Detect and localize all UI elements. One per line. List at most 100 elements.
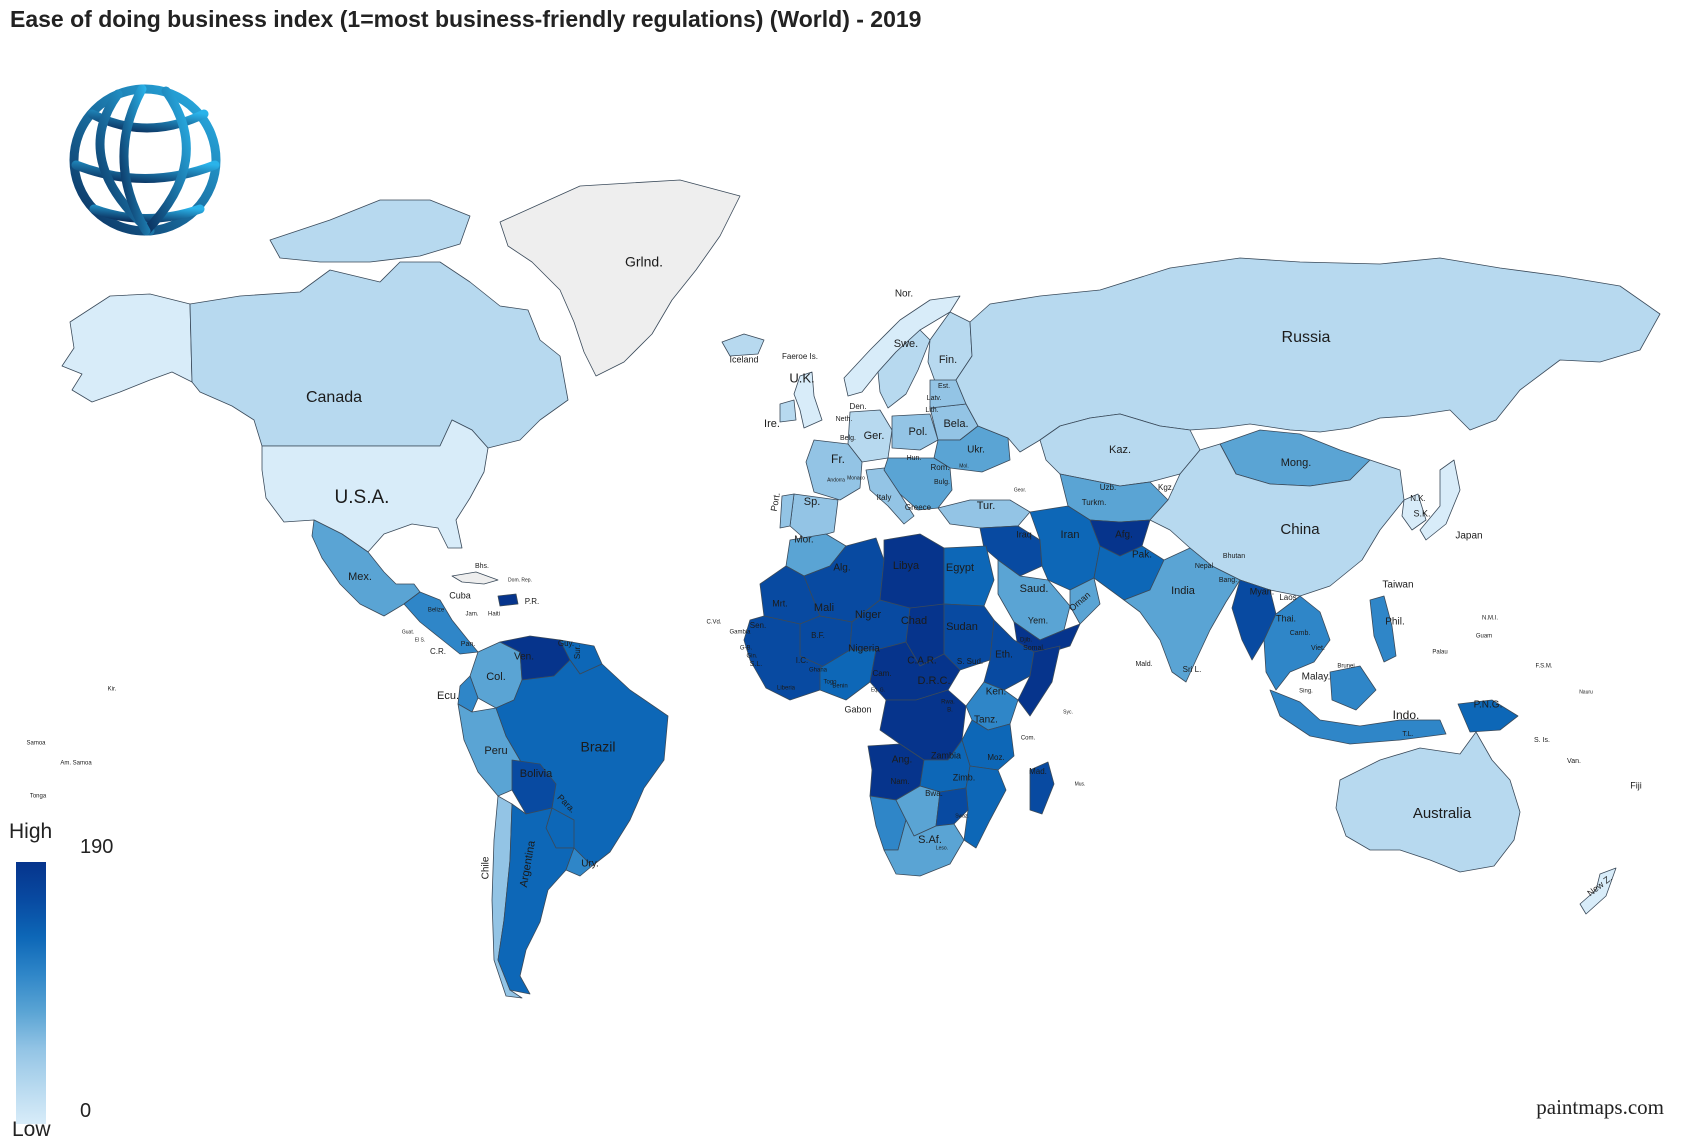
label-estonia: Est.	[938, 383, 950, 390]
label-indochina: Thai.	[1276, 613, 1296, 623]
label-venezuela: Ven.	[514, 652, 534, 663]
country-iceland	[721, 333, 765, 357]
label-cambodia: Camb.	[1290, 630, 1311, 637]
label-bahamas: Bhs.	[475, 563, 489, 570]
country-australia	[1335, 731, 1521, 873]
label-swaziland: Swaz.	[955, 813, 969, 819]
countries-layer	[61, 179, 1661, 999]
country-cuba	[451, 571, 499, 585]
label-egypt: Egypt	[946, 562, 974, 574]
country-myanmar	[1231, 579, 1277, 661]
label-balkans: Rom.	[930, 463, 949, 472]
label-botswana: Bwa.	[925, 789, 943, 798]
label-comoros: Com.	[1021, 736, 1036, 742]
label-ukraine: Ukr.	[967, 445, 985, 456]
label-djibouti: Djib.	[1020, 638, 1032, 644]
label-samoa: Samoa	[26, 741, 46, 747]
label-latvia: Latv.	[927, 395, 942, 402]
label-bangladesh: Bang.	[1219, 577, 1237, 584]
label-mongolia: Mong.	[1281, 457, 1312, 469]
label-cameroon: Cam.	[872, 669, 891, 678]
label-malaysia: Malay.	[1302, 672, 1331, 683]
country-japan	[1419, 459, 1461, 541]
label-timor-leste: T.L.	[1402, 731, 1413, 738]
label-lithuania: Lith.	[925, 407, 938, 414]
label-mexico: Mex.	[348, 571, 372, 583]
label-taiwan: Taiwan	[1382, 580, 1413, 591]
label-yemen: Yem.	[1028, 615, 1048, 625]
label-chile: Chile	[481, 856, 492, 879]
label-iraq: Iraq	[1016, 529, 1032, 539]
label-ghana: Ghana	[809, 668, 828, 674]
country-borneo	[1329, 665, 1377, 711]
label-guyana: Guy.	[558, 639, 574, 648]
legend-high-label: High	[9, 820, 53, 843]
label-australia: Australia	[1413, 805, 1472, 822]
country-greenland	[499, 179, 741, 377]
label-el-salvador: El S.	[415, 637, 426, 643]
country-philippines	[1369, 595, 1397, 663]
country-canada	[189, 261, 569, 449]
label-morocco: Mor.	[794, 535, 813, 546]
label-guam: Guam	[1476, 634, 1492, 640]
label-sweden: Swe.	[894, 338, 918, 350]
label-kenya: Ken.	[986, 687, 1007, 698]
country-uruguay	[565, 847, 593, 877]
label-turkey: Tur.	[977, 500, 996, 512]
label-equatorial-guinea: Eq. G.	[871, 687, 885, 693]
label-south-sudan: S. Sud.	[957, 657, 983, 666]
label-nauru: Nauru	[1579, 689, 1593, 695]
label-peru: Peru	[484, 745, 507, 757]
label-ecuador: Ecu.	[437, 690, 459, 702]
country-somalia	[1017, 645, 1061, 717]
label-georgia: Geor.	[1014, 487, 1026, 493]
label-monaco: Monaco	[847, 475, 865, 481]
label-italy: Italy	[877, 493, 892, 502]
label-china: China	[1280, 521, 1320, 538]
label-philippines: Phil.	[1385, 617, 1404, 628]
label-finland: Fin.	[939, 354, 957, 366]
label-south-africa: S.Af.	[918, 834, 942, 846]
label-greece: Greece	[905, 503, 932, 512]
label-nepal: Nepal	[1195, 563, 1214, 570]
label-belize: Belize	[428, 608, 445, 614]
label-singapore: Sing.	[1299, 689, 1313, 695]
label-guinea: Gin.	[746, 654, 757, 660]
label-canada: Canada	[306, 389, 362, 406]
label-bolivia: Bolivia	[520, 768, 553, 780]
country-oman	[1069, 577, 1101, 625]
country-russia	[955, 257, 1661, 453]
label-mozambique: Moz.	[987, 753, 1004, 762]
label-faeroe: Faeroe Is.	[782, 352, 818, 361]
label-drc: D.R.C.	[918, 675, 951, 687]
label-benin: Benin	[832, 684, 847, 690]
label-gabon: Gabon	[844, 704, 871, 714]
label-tonga: Tonga	[30, 794, 47, 800]
label-panama: Pan.	[461, 641, 475, 648]
label-belgium: Belg.	[840, 435, 856, 442]
label-namibia: Nam.	[890, 777, 909, 786]
label-sudan: Sudan	[946, 621, 978, 633]
country-hispaniola	[497, 593, 519, 607]
label-bulgaria: Bulg.	[934, 479, 950, 486]
label-colombia: Col.	[486, 671, 506, 683]
label-uk: U.K.	[789, 370, 814, 385]
label-kazakhstan: Kaz.	[1109, 444, 1131, 456]
label-american-samoa: Am. Samoa	[60, 761, 92, 767]
label-suriname: Sur.	[573, 645, 582, 659]
country-argentina	[497, 803, 575, 995]
country-china	[1149, 443, 1405, 597]
label-libya: Libya	[893, 560, 920, 572]
label-belarus: Bela.	[943, 418, 968, 430]
country-png	[1457, 699, 1519, 733]
country-korea	[1401, 493, 1427, 531]
label-norway: Nor.	[895, 289, 913, 300]
label-usa: U.S.A.	[335, 487, 390, 508]
country-poland	[891, 413, 939, 451]
label-ivory-coast: I.C.	[796, 656, 808, 665]
label-rwanda: Rwa.	[941, 700, 955, 706]
label-ireland: Ire.	[764, 418, 780, 430]
label-cape-verde: C.Vd.	[706, 620, 721, 626]
label-kyrgyzstan: Kgz.	[1158, 483, 1174, 492]
